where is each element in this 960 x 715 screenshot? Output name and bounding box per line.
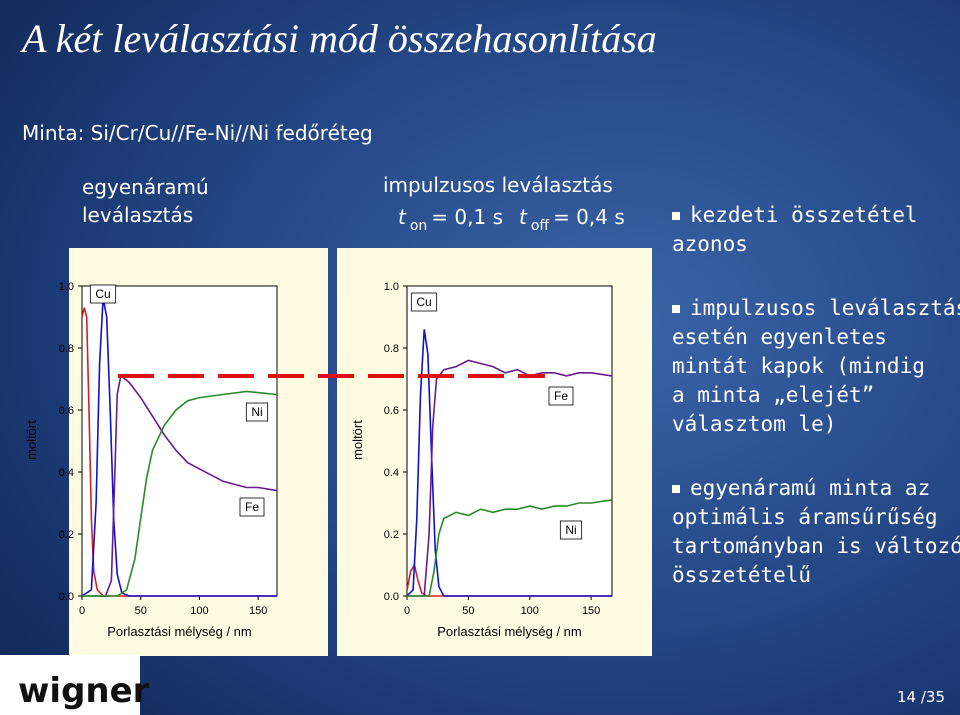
x-tick-label: 150	[249, 605, 267, 617]
series-label: Cu	[416, 295, 431, 309]
bullet-text: optimális áramsűrűség	[672, 505, 938, 529]
bullet-text: azonos	[672, 232, 748, 256]
sample: Minta: Si/Cr/Cu//Fe-Ni//Ni fedőréteg	[22, 121, 373, 145]
param-value: = 0,4 s	[553, 205, 625, 229]
y-tick-label: 0.8	[59, 343, 74, 355]
page-number: 14 /35	[897, 688, 945, 706]
series-label-box	[89, 284, 117, 304]
bullet-marker	[672, 305, 680, 313]
series-line	[81, 298, 277, 597]
bullet-text: tartományban is változó	[672, 534, 960, 558]
bullet-text: impulzusos leválasztás	[690, 296, 960, 320]
y-tick-label: 0.6	[384, 405, 399, 417]
bullet-marker	[672, 212, 680, 220]
series-line	[81, 307, 277, 597]
plot-area	[406, 285, 613, 597]
x-tick-label: 0	[404, 605, 410, 617]
plot-area	[81, 285, 278, 597]
y-tick-label: 0.0	[384, 591, 399, 603]
param-symbol: t	[519, 205, 528, 229]
series-label-box	[559, 520, 583, 540]
x-axis-label: Porlasztási mélység / nm	[107, 624, 252, 639]
y-tick-label: 0.2	[384, 529, 399, 541]
series-label: Ni	[251, 405, 262, 419]
left-header: egyenáramú	[82, 175, 209, 199]
x-tick-label: 100	[521, 605, 539, 617]
series-line	[406, 329, 612, 597]
y-tick-label: 0.2	[59, 529, 74, 541]
y-tick-label: 1.0	[384, 281, 399, 293]
bullets: kezdeti összetétel azonos impulzusos levál…	[672, 203, 960, 587]
y-tick-label: 0.4	[384, 467, 399, 479]
series-label-box	[548, 386, 574, 406]
x-tick-label: 100	[190, 605, 208, 617]
bullet-text: összetételű	[672, 563, 811, 587]
logo: wigner	[18, 671, 150, 711]
bullet-text: a minta „elejét”	[672, 383, 874, 407]
series-line	[82, 374, 278, 597]
y-axis-label: moltört	[350, 420, 365, 460]
param-symbol: t	[398, 205, 407, 229]
bullet-text: esetén egyenletes	[672, 325, 887, 349]
series-label-box	[245, 402, 269, 422]
bullet-text: választom le)	[672, 412, 836, 436]
x-tick-label: 50	[462, 605, 474, 617]
series-line	[407, 359, 613, 597]
series-line	[407, 499, 613, 597]
x-axis-label: Porlasztási mélység / nm	[437, 624, 582, 639]
bullet-text: egyenáramú minta az	[690, 476, 930, 500]
bullet-marker	[672, 485, 680, 493]
y-tick-label: 0.8	[384, 343, 399, 355]
series-label: Fe	[245, 500, 259, 514]
x-tick-label: 150	[582, 605, 600, 617]
x-tick-label: 50	[135, 605, 147, 617]
series-label: Fe	[554, 389, 568, 403]
title: A két leválasztási mód összehasonlítása	[19, 16, 657, 61]
series-label-box	[410, 292, 438, 312]
x-tick-label: 0	[79, 605, 85, 617]
series-label: Ni	[565, 523, 576, 537]
y-axis-label: moltört	[24, 420, 39, 460]
logo-box	[0, 655, 140, 715]
bullet-text: mintát kapok (mindig	[672, 354, 925, 378]
param-value: = 0,1 s	[431, 205, 503, 229]
y-tick-label: 0.0	[59, 591, 74, 603]
series-line	[82, 390, 278, 597]
pulse-params: t on = 0,1 s t off = 0,4 s	[398, 205, 625, 234]
left-header: leválasztás	[82, 203, 193, 227]
y-tick-label: 0.4	[59, 467, 74, 479]
y-tick-label: 1.0	[59, 281, 74, 293]
series-label: Cu	[95, 287, 110, 301]
param-sub: off	[531, 218, 550, 234]
param-sub: on	[410, 218, 427, 234]
series-label-box	[239, 497, 265, 517]
right-header: impulzusos leválasztás	[383, 173, 613, 197]
bullet-text: kezdeti összetétel	[690, 203, 918, 227]
y-tick-label: 0.6	[59, 405, 74, 417]
